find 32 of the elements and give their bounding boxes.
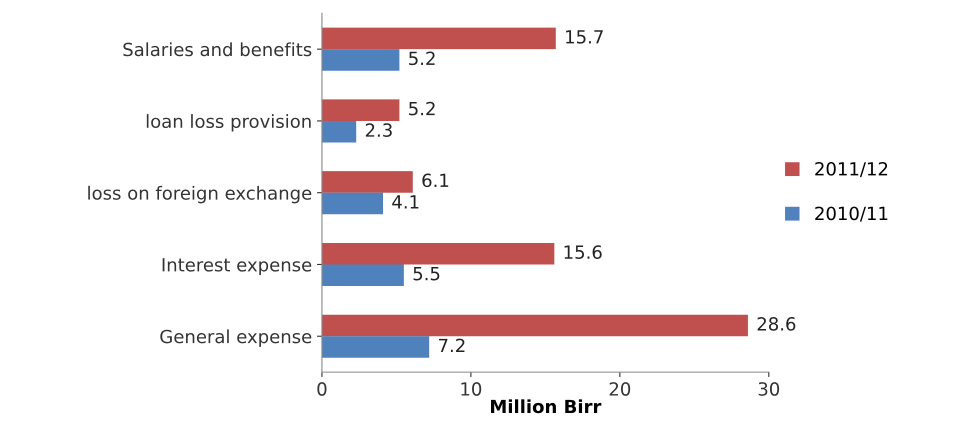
bar: [322, 28, 556, 50]
bar: [322, 120, 356, 142]
y-tick-label: Salaries and benefits: [123, 42, 312, 56]
bar: [322, 99, 400, 121]
data-label: 15.6: [564, 245, 602, 259]
bar: [322, 171, 413, 193]
data-label: 7.2: [438, 338, 464, 352]
data-label: 5.2: [409, 102, 435, 116]
bar: [322, 264, 404, 286]
data-label: 6.1: [422, 174, 448, 188]
bar: [322, 192, 384, 214]
bar: [322, 242, 554, 264]
data-label: 2.3: [366, 123, 392, 137]
x-tick-label: 0: [317, 382, 326, 396]
legend-label: 2010/11: [815, 206, 888, 222]
x-tick-label: 20: [610, 382, 630, 396]
bar: [322, 49, 400, 71]
y-tick-label: Interest expense: [162, 258, 312, 276]
y-tick-label: loan loss provision: [146, 114, 311, 132]
x-tick-label: 30: [758, 382, 780, 396]
y-tick-label: loss on foreign exchange: [88, 186, 312, 204]
data-label: 15.7: [566, 30, 603, 44]
y-tick-label: General expense: [160, 329, 312, 347]
bar: [322, 314, 748, 336]
bar: [322, 336, 430, 358]
legend-label: 2011/12: [815, 162, 888, 178]
x-tick-label: 10: [461, 382, 482, 396]
data-label: 4.1: [392, 195, 418, 208]
x-axis-title: Million Birr: [491, 399, 602, 414]
data-label: 5.2: [409, 52, 435, 66]
data-label: 5.5: [414, 267, 440, 280]
data-label: 28.6: [758, 317, 796, 331]
